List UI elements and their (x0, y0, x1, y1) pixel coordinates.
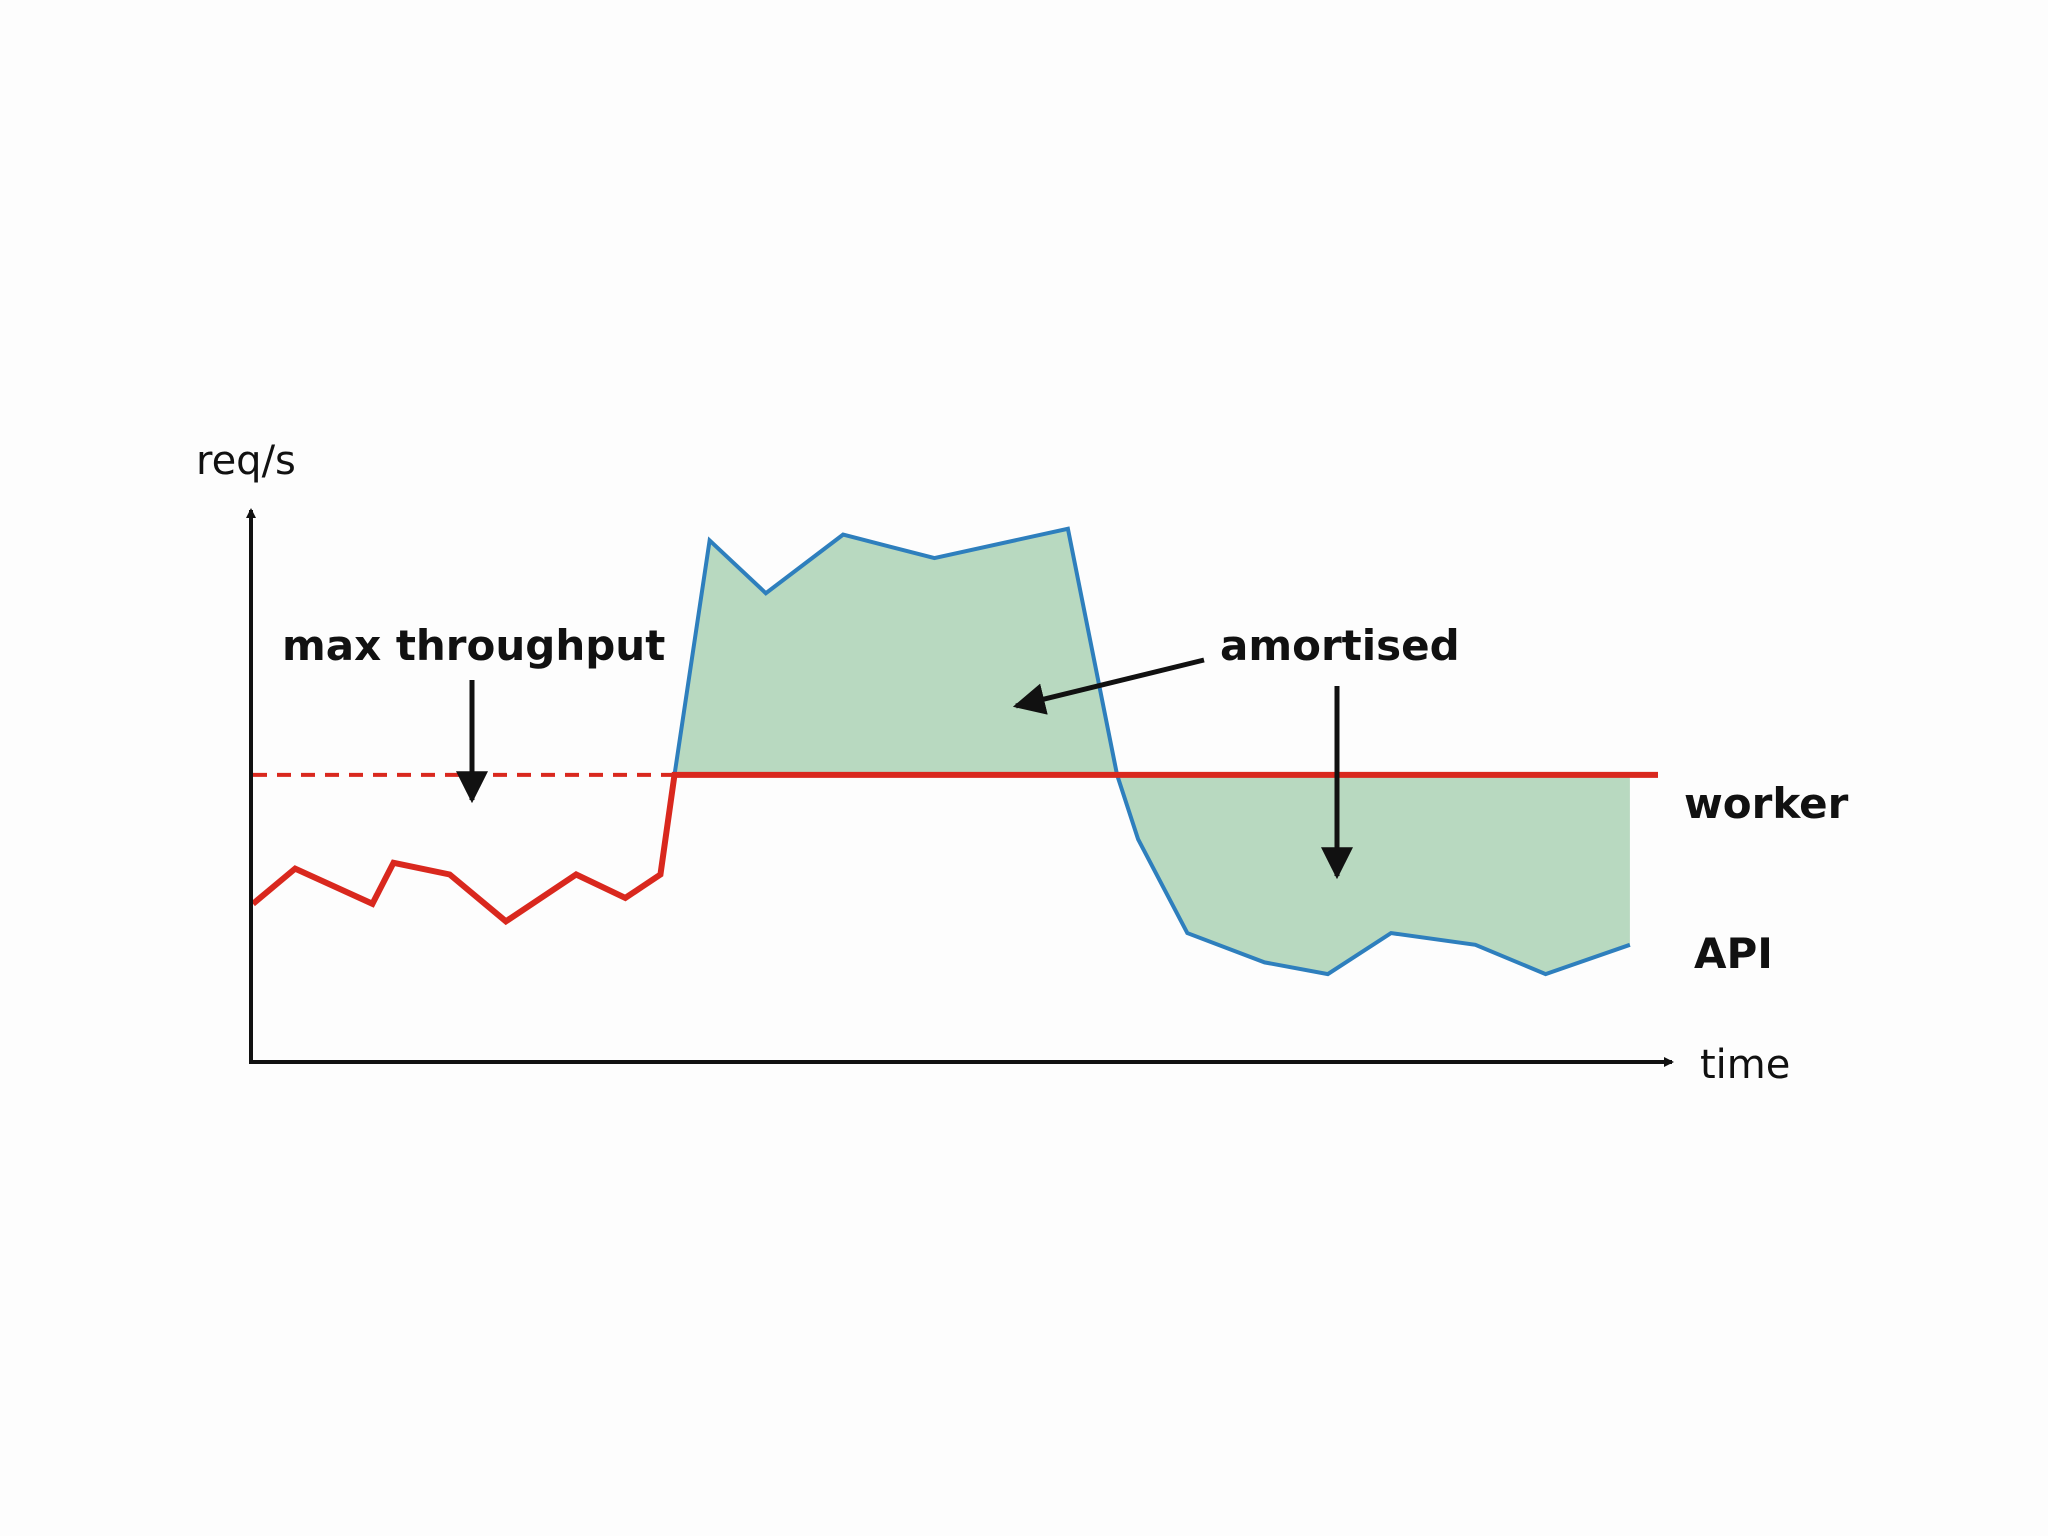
x-axis-label: time (1700, 1042, 1790, 1088)
series-line-worker (251, 771, 1658, 926)
annotation-arrow-amortised-left (1012, 657, 1205, 715)
series-label-worker: worker (1684, 779, 1849, 828)
annotation-max-throughput: max throughput (282, 621, 665, 670)
api-amortised-area (674, 528, 1630, 975)
annotation-amortised: amortised (1220, 621, 1460, 670)
area-layer (674, 528, 1630, 975)
line-layer (251, 526, 1658, 977)
series-line-api (672, 526, 1631, 977)
y-axis-label: req/s (196, 438, 296, 484)
series-label-api: API (1694, 929, 1773, 978)
